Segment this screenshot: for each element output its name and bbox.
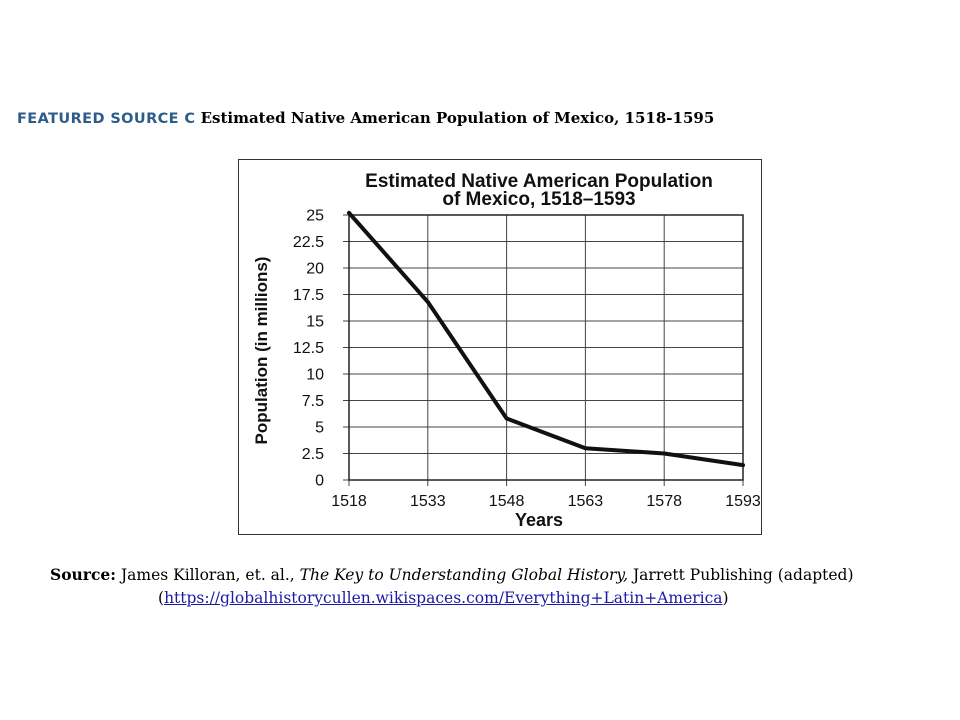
data-point bbox=[662, 452, 666, 455]
x-axis-label: Years bbox=[515, 510, 563, 530]
data-point bbox=[583, 446, 587, 450]
data-point bbox=[347, 211, 351, 215]
source-title: Estimated Native American Population of … bbox=[200, 109, 715, 127]
y-tick-label: 2.5 bbox=[302, 446, 324, 463]
y-tick-label: 10 bbox=[306, 367, 324, 384]
y-tick-label: 25 bbox=[306, 208, 324, 225]
y-tick-label: 22.5 bbox=[293, 234, 324, 251]
source-citation-label: Source: bbox=[50, 565, 116, 584]
source-publisher: Jarrett Publishing (adapted) bbox=[632, 566, 854, 584]
source-author: James Killoran, et. al., bbox=[120, 566, 295, 584]
source-label: FEATURED SOURCE C bbox=[17, 111, 196, 127]
x-tick-label: 1593 bbox=[725, 493, 760, 510]
data-point bbox=[505, 417, 509, 421]
data-point bbox=[426, 300, 430, 304]
y-tick-label: 5 bbox=[315, 420, 324, 437]
data-point bbox=[741, 463, 745, 467]
url-close-paren: ) bbox=[722, 589, 729, 607]
y-tick-label: 15 bbox=[306, 314, 324, 331]
featured-source-heading: FEATURED SOURCE C Estimated Native Ameri… bbox=[17, 108, 714, 127]
url-open-paren: ( bbox=[158, 589, 165, 607]
y-axis-label: Population (in millions) bbox=[252, 257, 271, 445]
y-tick-label: 0 bbox=[315, 473, 324, 490]
chart-subtitle: of Mexico, 1518–1593 bbox=[442, 189, 635, 210]
y-tick-label: 17.5 bbox=[293, 287, 324, 304]
x-tick-label: 1548 bbox=[489, 493, 525, 510]
source-citation: Source: James Killoran, et. al., The Key… bbox=[50, 563, 930, 610]
x-tick-label: 1518 bbox=[331, 493, 367, 510]
population-series-line bbox=[347, 210, 745, 468]
source-work: The Key to Understanding Global History, bbox=[299, 566, 629, 584]
x-tick-label: 1563 bbox=[568, 493, 604, 510]
plot-area-border bbox=[348, 214, 744, 481]
chart-frame: Estimated Native American Population of M… bbox=[238, 159, 762, 535]
source-url-link[interactable]: https://globalhistorycullen.wikispaces.c… bbox=[164, 589, 723, 607]
chart-title: Estimated Native American Population bbox=[365, 171, 713, 192]
y-tick-label: 7.5 bbox=[302, 393, 324, 410]
y-tick-label: 12.5 bbox=[293, 340, 324, 357]
y-tick-label: 20 bbox=[306, 261, 324, 278]
x-tick-label: 1578 bbox=[646, 493, 682, 510]
x-tick-label: 1533 bbox=[410, 493, 446, 510]
